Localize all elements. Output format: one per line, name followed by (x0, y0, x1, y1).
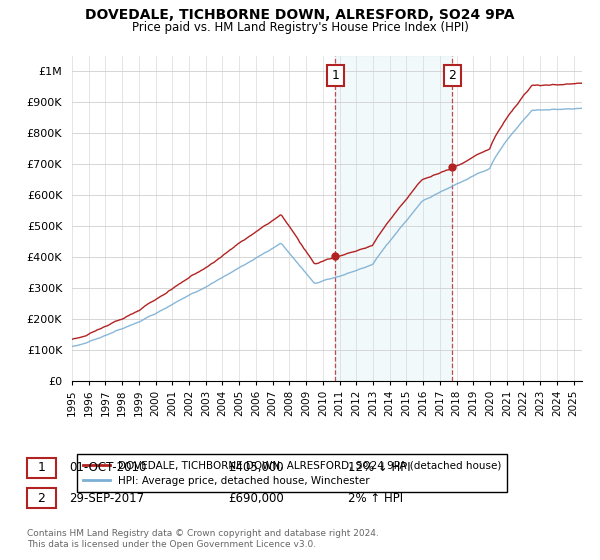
Text: 2% ↑ HPI: 2% ↑ HPI (348, 492, 403, 505)
Text: 1: 1 (37, 461, 46, 474)
Legend: DOVEDALE, TICHBORNE DOWN, ALRESFORD, SO24 9PA (detached house), HPI: Average pri: DOVEDALE, TICHBORNE DOWN, ALRESFORD, SO2… (77, 454, 508, 492)
Text: £690,000: £690,000 (228, 492, 284, 505)
Text: 12% ↓ HPI: 12% ↓ HPI (348, 461, 410, 474)
Text: £405,000: £405,000 (228, 461, 284, 474)
Text: 1: 1 (331, 69, 339, 82)
Text: 2: 2 (448, 69, 457, 82)
Text: DOVEDALE, TICHBORNE DOWN, ALRESFORD, SO24 9PA: DOVEDALE, TICHBORNE DOWN, ALRESFORD, SO2… (85, 8, 515, 22)
Bar (335, 56, 452, 381)
Text: 2: 2 (37, 492, 46, 505)
Text: 29-SEP-2017: 29-SEP-2017 (69, 492, 144, 505)
Text: Price paid vs. HM Land Registry's House Price Index (HPI): Price paid vs. HM Land Registry's House … (131, 21, 469, 34)
Text: Contains HM Land Registry data © Crown copyright and database right 2024.
This d: Contains HM Land Registry data © Crown c… (27, 529, 379, 549)
Text: 01-OCT-2010: 01-OCT-2010 (69, 461, 146, 474)
